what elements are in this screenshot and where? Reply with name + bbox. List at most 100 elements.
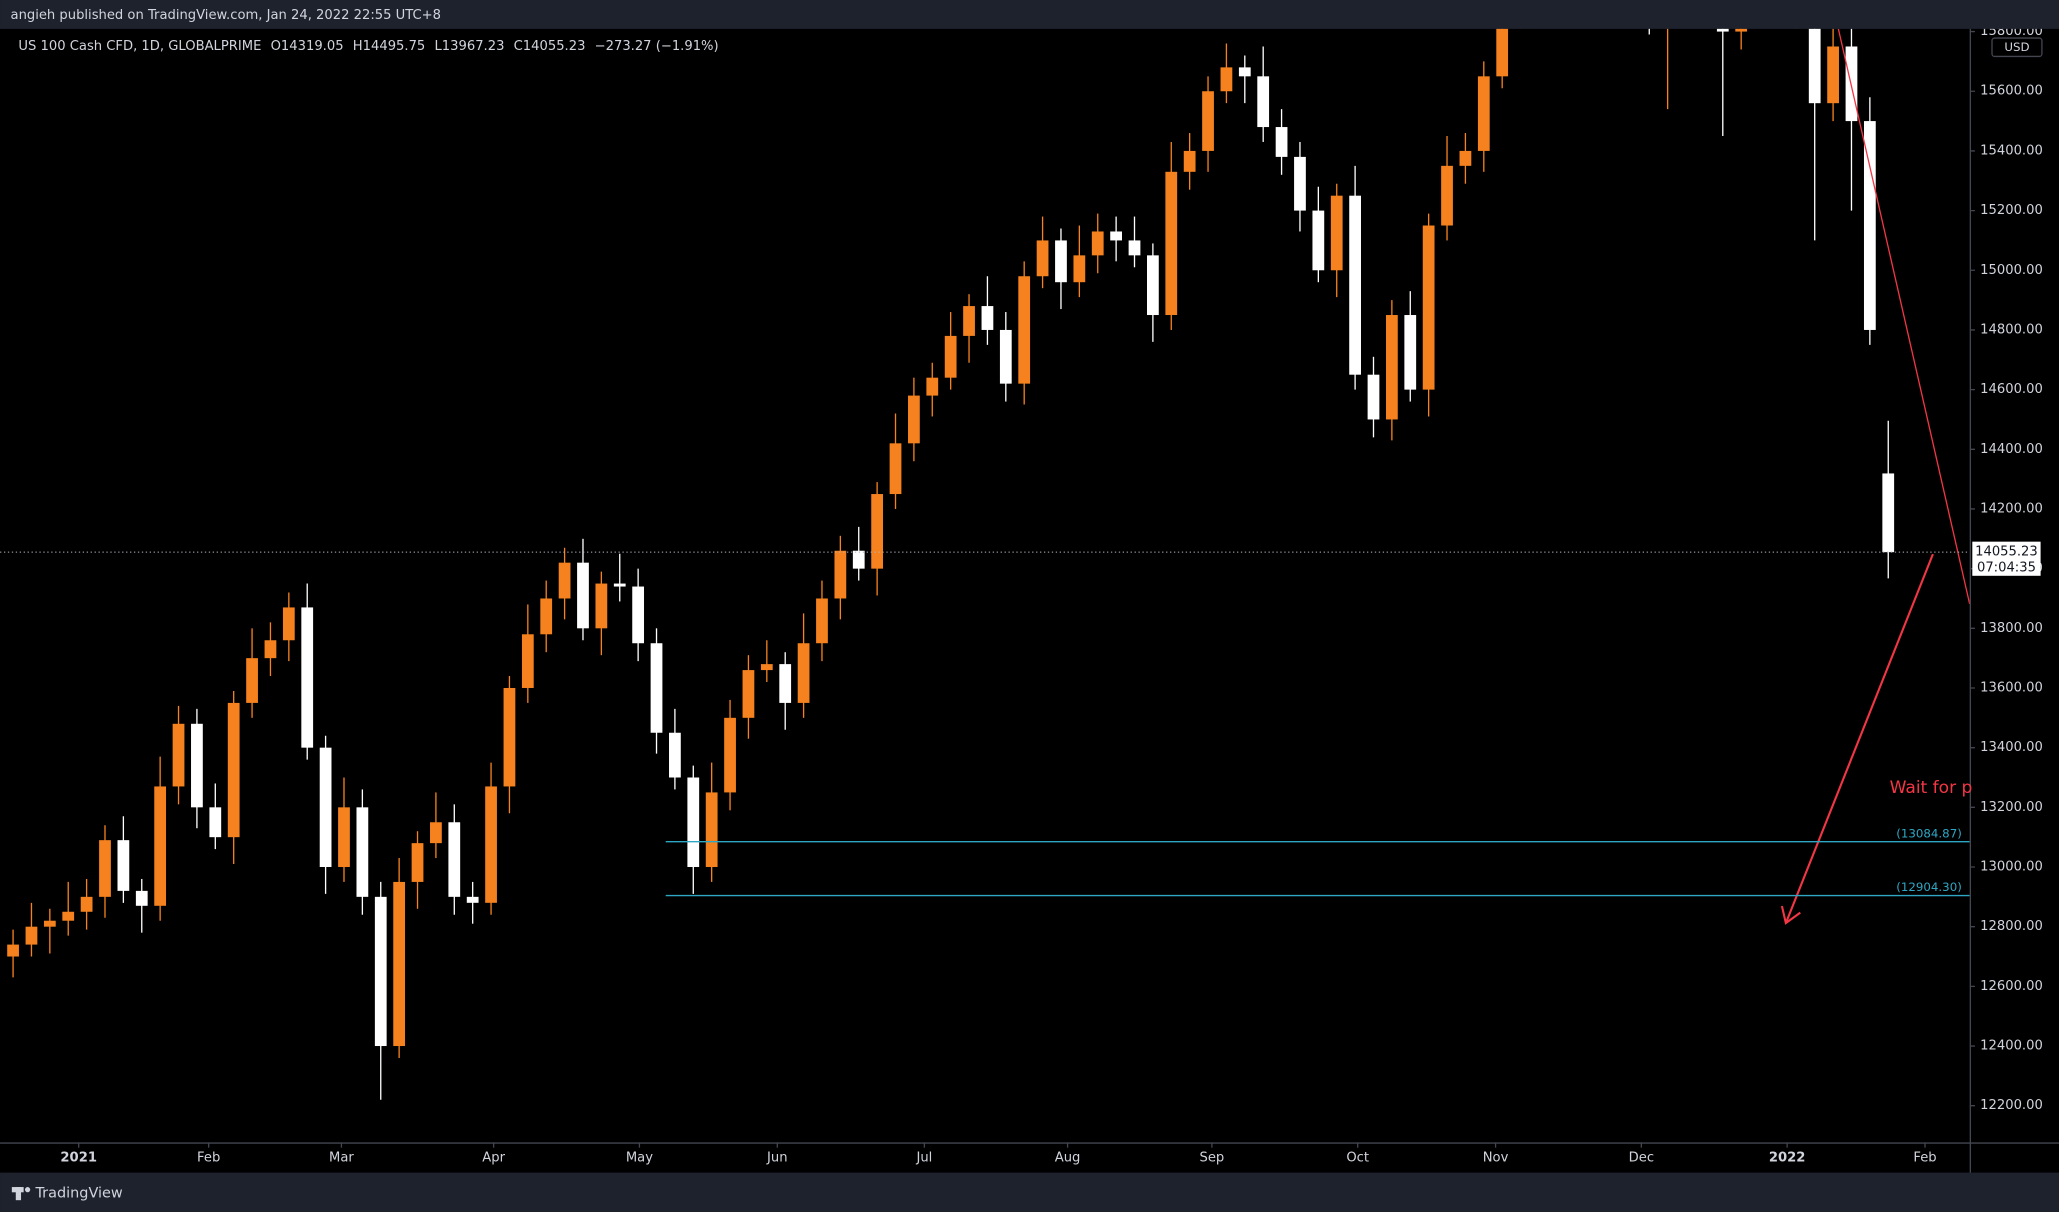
header-bar (0, 0, 2059, 29)
candle-body (540, 598, 553, 635)
candle-body (25, 926, 38, 945)
candle-body (1422, 225, 1435, 390)
candle-body (1882, 473, 1895, 553)
candle-body (1220, 67, 1233, 92)
candle-body (797, 643, 810, 703)
candle-body (448, 822, 461, 897)
candle-body (595, 583, 608, 629)
candle-body (724, 717, 736, 793)
currency-box (1991, 37, 2043, 58)
candle-body (687, 777, 700, 868)
candle-body (521, 634, 534, 688)
candle-body (1496, 28, 1509, 77)
last-price-box (1972, 541, 2041, 576)
candle-body (1257, 76, 1270, 128)
y-tick-label: 15600.00 (1980, 84, 2043, 99)
candle-body (1367, 374, 1380, 420)
candle-body (669, 732, 681, 778)
legend-prefix: O (271, 38, 281, 53)
y-tick-label: 13000.00 (1980, 860, 2043, 875)
candle-body (1863, 121, 1876, 330)
candle-body (908, 395, 920, 444)
legend-prefix: L (434, 38, 442, 53)
candle-body (1073, 255, 1086, 283)
candle-body (374, 896, 387, 1047)
y-tick-label: 14600.00 (1980, 382, 2043, 397)
y-tick-label: 13400.00 (1980, 740, 2043, 755)
y-tick-label: 14800.00 (1980, 322, 2043, 337)
candle-body (117, 840, 130, 891)
candle-body (577, 562, 589, 629)
price-ticks: 12200.00 12400.00 12600.00 12800.00 13000.00… (1969, 29, 2043, 1113)
candle-body (246, 658, 258, 703)
candle-body (1349, 195, 1361, 375)
candle-body (650, 643, 663, 733)
brand: TradingView (11, 1186, 123, 1202)
x-tick-label: Nov (1483, 1151, 1509, 1166)
candle-body (779, 664, 792, 703)
candle-body (999, 329, 1012, 384)
candle-body (1275, 127, 1288, 157)
candle-body (871, 494, 884, 569)
currency-label: USD (2004, 40, 2029, 54)
x-tick-label: May (626, 1151, 653, 1166)
y-tick-label: 12600.00 (1980, 979, 2043, 994)
legend-value: 14055.23 (523, 38, 586, 53)
candle-body (191, 723, 203, 808)
y-tick-label: 12200.00 (1980, 1098, 2043, 1113)
y-tick-label: 12800.00 (1980, 919, 2043, 934)
candle-body (1238, 67, 1251, 77)
candle-body (1202, 91, 1214, 151)
candle-body (1294, 156, 1306, 211)
candle-body (1404, 315, 1417, 390)
candle-body (1330, 195, 1343, 271)
candle-body (1477, 76, 1490, 151)
footer-bar (0, 1172, 2059, 1212)
brand-name: TradingView (34, 1186, 122, 1202)
candle-body (816, 598, 828, 644)
candle-body (62, 911, 75, 921)
legend-title: US 100 Cash CFD, 1D, GLOBALPRIME (18, 38, 261, 53)
x-tick-label: Feb (1913, 1151, 1936, 1166)
candle-body (1385, 315, 1398, 420)
candle-body (1827, 46, 1839, 104)
legend: US 100 Cash CFD, 1D, GLOBALPRIME O14319.0… (18, 38, 718, 53)
candle-body (1312, 210, 1325, 271)
candle-body (632, 586, 645, 644)
y-tick-label: 13800.00 (1980, 621, 2043, 636)
brand-logo (24, 1187, 31, 1193)
level-label: (13084.87) (1896, 826, 1962, 840)
candle-body (1735, 28, 1748, 32)
price-axis: 12200.00 12400.00 12600.00 12800.00 13000.00… (1969, 29, 2043, 1113)
y-tick-label: 13600.00 (1980, 680, 2043, 695)
legend-value: 14319.05 (281, 38, 344, 53)
candle-body (356, 807, 369, 897)
annotation: Wait for p (1890, 778, 1973, 798)
x-tick-label: Oct (1346, 1151, 1369, 1166)
candle-body (613, 583, 626, 587)
candle-body (485, 786, 497, 903)
candle-body (1165, 171, 1178, 316)
candle-body (963, 306, 975, 336)
x-tick-label: 2021 (60, 1151, 97, 1166)
x-tick-label: Dec (1629, 1151, 1654, 1166)
candle-body (1036, 240, 1049, 277)
publisher: angieh published on TradingView.com, Jan… (11, 8, 441, 23)
candle-body (1128, 240, 1141, 256)
y-tick-label: 15200.00 (1980, 203, 2043, 218)
candle-body (282, 607, 295, 641)
candle-body (1459, 150, 1472, 166)
candle-body (558, 562, 571, 599)
x-tick-label: Aug (1055, 1151, 1081, 1166)
candle-body (852, 550, 865, 569)
y-tick-label: 15400.00 (1980, 143, 2043, 158)
candle-body (80, 896, 93, 912)
x-tick-label: Jun (766, 1151, 788, 1166)
x-tick-label: Feb (197, 1151, 220, 1166)
y-tick-label: 15000.00 (1980, 263, 2043, 278)
candle-body (430, 822, 442, 844)
legend-value: 13967.23 (442, 38, 505, 53)
